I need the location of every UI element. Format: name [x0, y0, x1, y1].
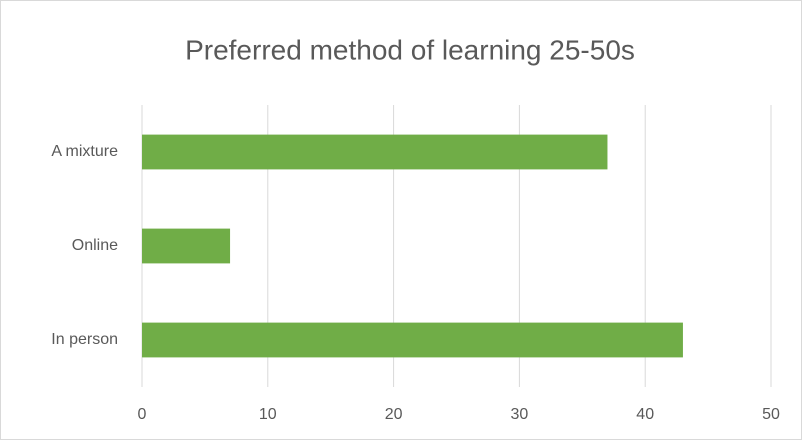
chart-title: Preferred method of learning 25-50s: [185, 34, 635, 65]
x-tick-label: 0: [138, 406, 147, 423]
y-tick-label: In person: [51, 331, 118, 348]
x-tick-label: 50: [762, 406, 780, 423]
y-tick-label: A mixture: [51, 143, 118, 160]
x-tick-label: 40: [636, 406, 654, 423]
bar: [142, 134, 608, 170]
bar: [142, 228, 231, 264]
x-tick-label: 20: [385, 406, 403, 423]
bar: [142, 322, 683, 358]
y-tick-label: Online: [72, 237, 118, 254]
x-tick-label: 30: [511, 406, 529, 423]
x-tick-label: 10: [259, 406, 277, 423]
